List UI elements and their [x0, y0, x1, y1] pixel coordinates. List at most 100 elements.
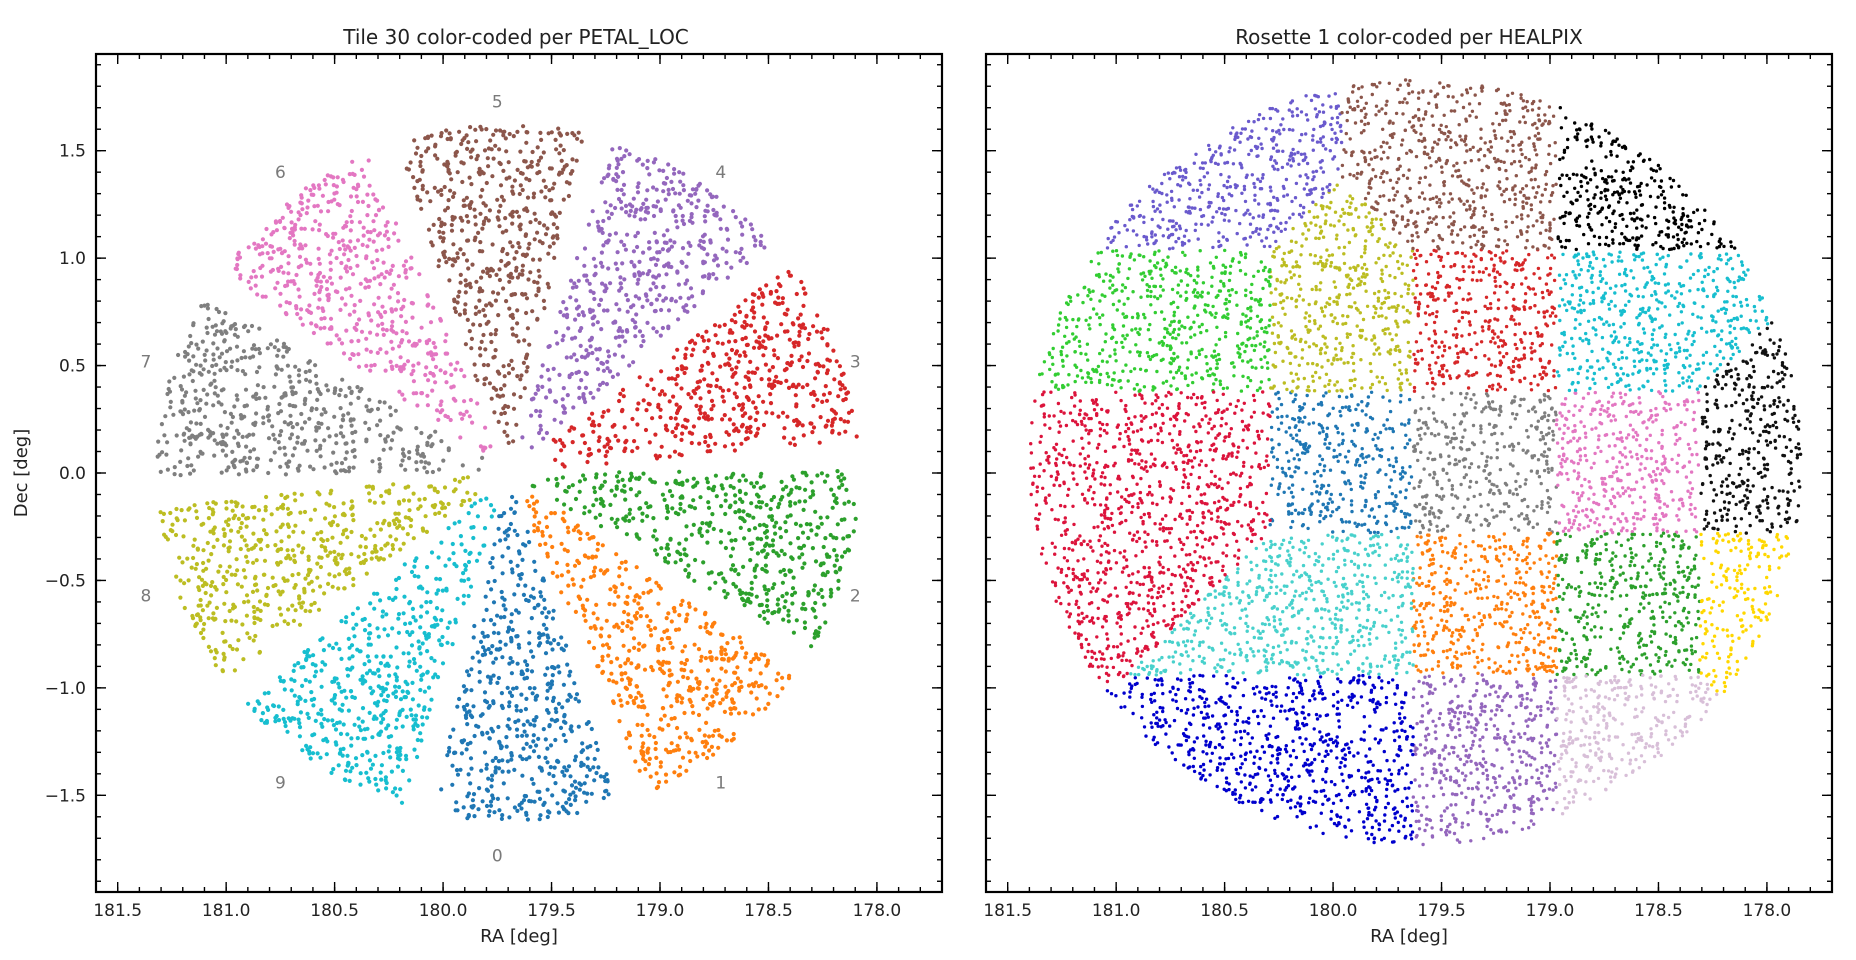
scatter-point: [653, 275, 659, 280]
scatter-point: [845, 534, 850, 539]
scatter-point: [483, 594, 488, 599]
scatter-point: [455, 251, 460, 256]
scatter-point: [592, 296, 597, 302]
scatter-point: [653, 548, 658, 553]
scatter-point: [236, 529, 241, 534]
scatter-point: [446, 526, 451, 531]
scatter-point: [373, 213, 379, 218]
scatter-point: [832, 377, 837, 382]
scatter-point: [347, 385, 352, 390]
scatter-point: [643, 767, 648, 772]
scatter-point: [568, 792, 573, 797]
scatter-point: [837, 485, 842, 490]
scatter-point: [741, 473, 746, 478]
scatter-point: [362, 628, 368, 633]
scatter-point: [377, 462, 382, 467]
scatter-point: [547, 388, 552, 393]
scatter-point: [213, 647, 218, 653]
scatter-point: [675, 225, 680, 230]
scatter-point: [815, 369, 820, 374]
scatter-point: [312, 204, 317, 209]
scatter-point: [636, 157, 642, 162]
scatter-point: [774, 374, 779, 379]
scatter-point: [730, 699, 735, 705]
scatter-point: [323, 516, 328, 521]
scatter-point: [195, 547, 200, 552]
scatter-point: [687, 697, 692, 702]
scatter-point: [390, 309, 395, 314]
scatter-point: [252, 616, 257, 621]
scatter-point: [482, 690, 488, 695]
scatter-point: [779, 479, 784, 484]
scatter-point: [477, 166, 482, 171]
scatter-point: [483, 203, 488, 208]
scatter-point: [522, 729, 527, 734]
scatter-point: [487, 208, 492, 213]
scatter-point: [383, 368, 388, 373]
scatter-point: [462, 374, 467, 379]
scatter-point: [753, 417, 758, 423]
left-panel-title: Tile 30 color-coded per PETAL_LOC: [342, 25, 689, 49]
scatter-point: [645, 158, 650, 163]
scatter-point: [715, 377, 720, 382]
scatter-point: [720, 417, 725, 422]
scatter-point: [816, 591, 821, 596]
scatter-point: [815, 473, 820, 478]
scatter-point: [494, 328, 499, 333]
scatter-point: [387, 295, 392, 300]
scatter-point: [561, 197, 566, 202]
scatter-point: [692, 391, 698, 396]
scatter-point: [648, 627, 653, 633]
scatter-point: [338, 275, 343, 280]
scatter-point: [566, 764, 572, 769]
scatter-point: [448, 734, 453, 740]
scatter-point: [350, 449, 355, 454]
scatter-point: [290, 573, 295, 578]
scatter-point: [587, 307, 593, 312]
scatter-point: [491, 673, 496, 678]
scatter-point: [791, 477, 797, 482]
scatter-point: [752, 566, 758, 571]
scatter-point: [272, 345, 277, 350]
scatter-point: [283, 283, 288, 289]
scatter-point: [211, 341, 216, 346]
scatter-point: [257, 244, 262, 250]
scatter-point: [487, 736, 492, 741]
scatter-point: [740, 337, 745, 342]
scatter-point: [650, 416, 655, 421]
scatter-point: [612, 352, 618, 357]
scatter-point: [370, 459, 375, 464]
scatter-point: [702, 612, 708, 617]
scatter-point: [776, 414, 781, 419]
scatter-point: [683, 355, 688, 361]
scatter-point: [282, 445, 287, 450]
scatter-point: [430, 388, 435, 393]
scatter-point: [471, 704, 476, 709]
scatter-point: [712, 484, 717, 489]
scatter-point: [327, 326, 332, 331]
scatter-point: [478, 194, 483, 199]
scatter-point: [788, 569, 794, 574]
scatter-point: [790, 384, 795, 389]
scatter-point: [514, 265, 519, 270]
scatter-point: [265, 404, 270, 409]
scatter-point: [208, 529, 213, 534]
scatter-point: [292, 242, 297, 247]
scatter-point: [297, 368, 302, 373]
scatter-point: [529, 669, 535, 674]
scatter-point: [829, 407, 835, 412]
scatter-point: [539, 374, 544, 379]
scatter-point: [537, 220, 542, 225]
scatter-point: [222, 531, 227, 536]
scatter-point: [636, 601, 641, 606]
scatter-point: [770, 585, 775, 591]
scatter-point: [214, 362, 219, 367]
scatter-point: [788, 490, 793, 495]
scatter-point: [453, 808, 458, 813]
scatter-point: [605, 366, 610, 371]
scatter-point: [328, 316, 334, 321]
scatter-point: [528, 220, 533, 225]
scatter-point: [756, 394, 761, 399]
scatter-point: [478, 240, 483, 245]
scatter-point: [782, 329, 788, 334]
